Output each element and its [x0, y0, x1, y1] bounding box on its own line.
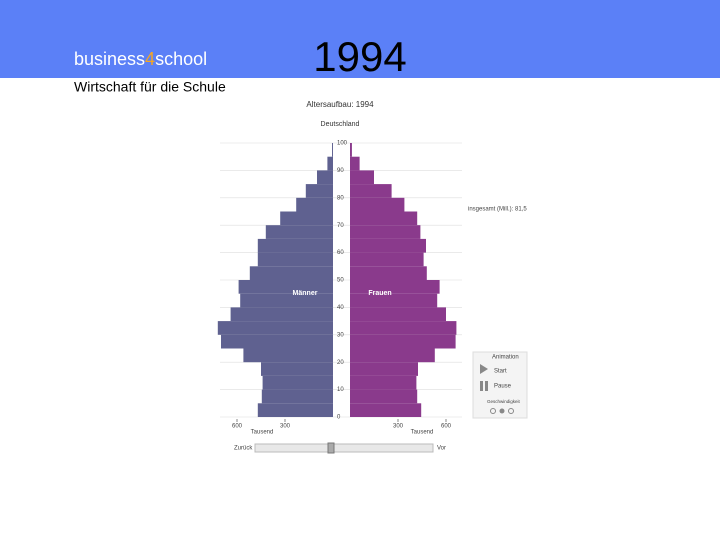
y-tick-label: 80: [337, 195, 344, 201]
bar: [350, 252, 424, 267]
x-tick-label: 300: [393, 424, 404, 430]
series-label: Frauen: [368, 290, 391, 297]
bar: [350, 156, 360, 171]
bar: [261, 389, 333, 404]
x-unit: Tausend: [251, 430, 274, 436]
bar: [265, 225, 333, 239]
bar: [350, 143, 352, 157]
chart-title: Altersaufbau: 1994: [306, 100, 374, 109]
bar: [327, 156, 333, 171]
bar: [350, 238, 426, 253]
bar: [305, 184, 333, 198]
slider-thumb[interactable]: [327, 442, 335, 454]
back-button[interactable]: Zurück: [234, 446, 253, 452]
brand-part: business: [74, 49, 145, 69]
bar: [350, 170, 374, 185]
brand-part: 4: [145, 49, 155, 69]
bar: [221, 334, 333, 349]
x-tick-label: 600: [232, 424, 243, 430]
bar: [257, 238, 333, 253]
series-label: Männer: [293, 290, 318, 297]
y-tick-label: 30: [337, 332, 344, 338]
bar: [350, 389, 418, 404]
x-tick-label: 600: [441, 424, 452, 430]
bar: [350, 362, 418, 376]
forward-button[interactable]: Vor: [437, 446, 446, 452]
y-tick-label: 100: [337, 141, 348, 147]
pause-icon[interactable]: [480, 381, 483, 391]
bar: [240, 293, 333, 308]
speed-option[interactable]: [499, 408, 505, 414]
slider-track[interactable]: [254, 443, 434, 453]
pause-icon[interactable]: [485, 381, 488, 391]
chart-subtitle: Deutschland: [321, 121, 360, 128]
y-tick-label: 0: [337, 415, 341, 421]
bar: [350, 280, 440, 294]
y-tick-label: 10: [337, 387, 344, 393]
y-tick-label: 20: [337, 360, 344, 366]
bar: [257, 403, 333, 417]
bar: [350, 293, 438, 308]
bar: [350, 184, 392, 198]
bar: [350, 211, 418, 226]
y-tick-label: 90: [337, 168, 344, 174]
bar: [261, 362, 333, 376]
bar: [350, 334, 456, 349]
total-label: insgesamt (Mill.): 81,5: [468, 207, 527, 213]
bar: [257, 252, 333, 267]
bar: [249, 266, 333, 280]
speed-option[interactable]: [508, 408, 514, 414]
bar: [350, 266, 427, 280]
pause-button[interactable]: Pause: [494, 384, 512, 390]
bar: [350, 348, 435, 363]
bar: [350, 321, 457, 335]
start-icon[interactable]: [480, 364, 488, 374]
y-tick-label: 70: [337, 223, 344, 229]
bar: [238, 280, 333, 294]
x-tick-label: 300: [280, 424, 291, 430]
y-tick-label: 40: [337, 305, 344, 311]
speed-option[interactable]: [490, 408, 496, 414]
speed-label: Geschwindigkeit: [487, 399, 521, 404]
start-button[interactable]: Start: [494, 369, 507, 375]
tagline: Wirtschaft für die Schule: [74, 79, 226, 95]
y-tick-label: 60: [337, 250, 344, 256]
bar: [243, 348, 333, 363]
bar: [217, 321, 333, 335]
bar: [296, 197, 333, 212]
bar: [350, 375, 417, 390]
bar: [350, 307, 446, 322]
year: 1994: [313, 33, 406, 80]
control-heading: Animation: [492, 355, 519, 361]
header-band: [0, 0, 720, 78]
bar: [332, 143, 333, 157]
bar: [280, 211, 333, 226]
bar: [350, 225, 421, 239]
bar: [317, 170, 333, 185]
brand: business4school: [74, 49, 207, 69]
bar: [350, 403, 422, 417]
bar: [350, 197, 405, 212]
brand-part: school: [155, 49, 207, 69]
x-unit: Tausend: [411, 430, 434, 436]
y-tick-label: 50: [337, 278, 344, 284]
bar: [230, 307, 333, 322]
bar: [262, 375, 333, 390]
